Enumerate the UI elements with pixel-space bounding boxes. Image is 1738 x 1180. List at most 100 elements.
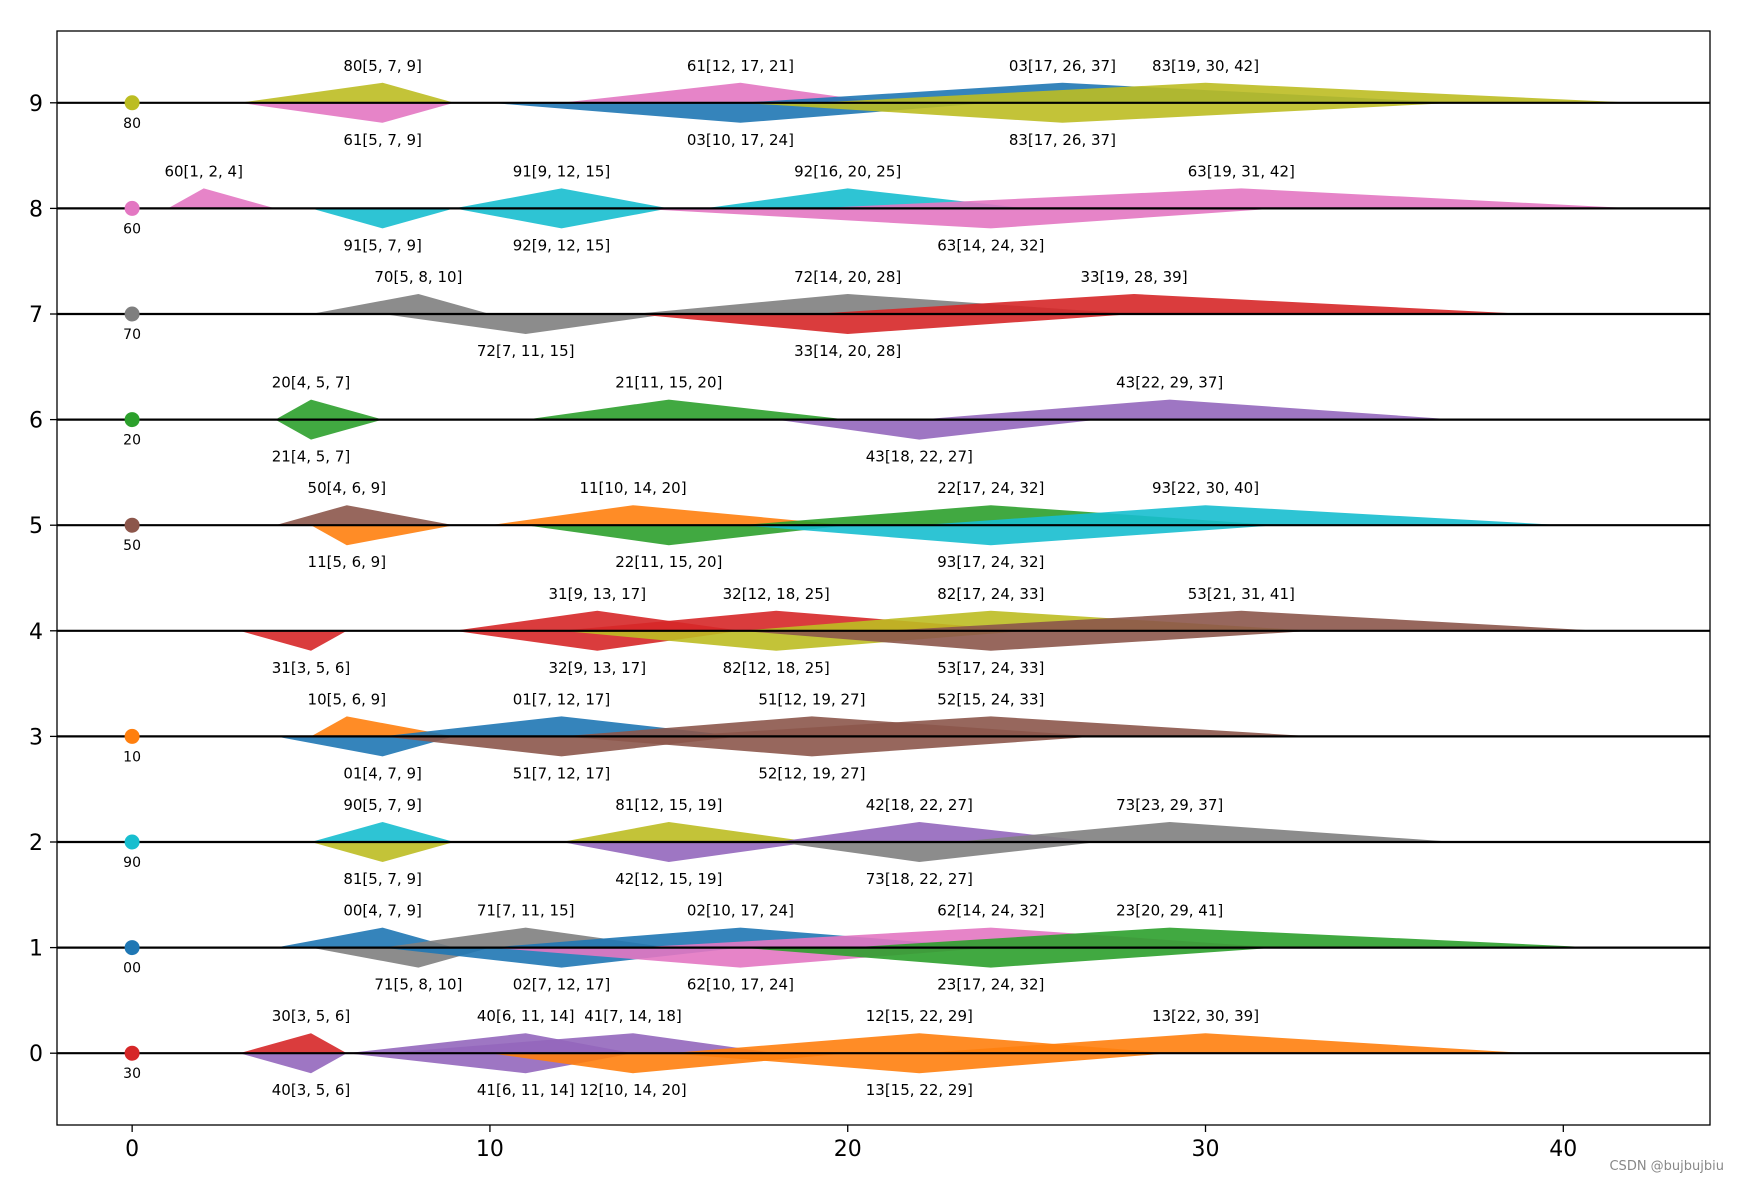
- triangle-93-22-30-40: [919, 505, 1564, 526]
- triangle-label: 21[4, 5, 7]: [272, 448, 351, 466]
- start-marker-50: [124, 517, 140, 533]
- triangle-70-5-8-10: [311, 294, 490, 314]
- start-marker-00: [124, 940, 140, 956]
- y-tick-label: 3: [29, 725, 43, 750]
- y-tick-label: 1: [29, 937, 43, 962]
- triangle-label: 02[10, 17, 24]: [687, 902, 794, 920]
- triangle-label: 60[1, 2, 4]: [164, 162, 243, 180]
- start-marker-10: [124, 728, 140, 744]
- plot-frame: [56, 30, 1711, 1126]
- triangle-label: 12[10, 14, 20]: [579, 1081, 686, 1099]
- start-marker-20: [124, 412, 140, 428]
- triangle-41-7-14-18: [382, 1033, 777, 1054]
- triangle-label: 81[5, 7, 9]: [343, 870, 422, 888]
- triangle-33-14-20-28: [633, 314, 1134, 334]
- triangle-63-19-31-42: [811, 188, 1635, 209]
- triangle-label: 31[9, 13, 17]: [549, 585, 647, 603]
- triangle-label: 02[7, 12, 17]: [513, 976, 611, 994]
- y-tick-label: 8: [29, 197, 43, 222]
- triangle-21-4-5-7: [275, 419, 383, 440]
- triangle-label: 83[19, 30, 42]: [1152, 57, 1259, 75]
- triangle-label: 71[7, 11, 15]: [477, 902, 575, 920]
- triangle-22-11-15-20: [525, 525, 848, 546]
- triangle-label: 43[18, 22, 27]: [866, 448, 973, 466]
- triangle-53-21-31-41: [883, 610, 1600, 631]
- triangle-label: 82[12, 18, 25]: [723, 659, 830, 677]
- y-tick-label: 5: [29, 514, 43, 539]
- start-marker-30: [124, 1045, 140, 1061]
- x-tick-label: 20: [834, 1137, 862, 1162]
- triangle-23-20-29-41: [847, 927, 1600, 948]
- triangle-label: 72[7, 11, 15]: [477, 342, 575, 360]
- triangle-63-14-24-32: [633, 208, 1278, 229]
- start-label: 30: [123, 1066, 141, 1082]
- x-tick-label: 10: [476, 1137, 504, 1162]
- triangle-61-12-17-21: [561, 82, 884, 103]
- watermark: CSDN @bujbujbiu: [1609, 1159, 1724, 1174]
- triangle-label: 80[5, 7, 9]: [343, 57, 422, 75]
- triangle-label: 53[17, 24, 33]: [937, 659, 1044, 677]
- triangle-label: 13[15, 22, 29]: [866, 1081, 973, 1099]
- triangle-label: 23[20, 29, 41]: [1116, 902, 1223, 920]
- triangle-label: 70[5, 8, 10]: [374, 268, 462, 286]
- triangle-label: 41[6, 11, 14]: [477, 1081, 575, 1099]
- triangle-81-12-15-19: [561, 822, 812, 842]
- triangle-label: 91[5, 7, 9]: [343, 236, 422, 254]
- baseline-layer: [57, 101, 1710, 1055]
- triangle-label: 03[17, 26, 37]: [1009, 57, 1116, 75]
- start-marker-70: [124, 306, 140, 322]
- triangle-label: 51[12, 19, 27]: [758, 690, 865, 708]
- triangle-label: 01[7, 12, 17]: [513, 690, 611, 708]
- triangle-label: 30[3, 5, 6]: [272, 1007, 351, 1025]
- triangle-label: 61[12, 17, 21]: [687, 57, 794, 75]
- start-label: 80: [123, 116, 141, 132]
- triangle-label: 40[3, 5, 6]: [272, 1081, 351, 1099]
- triangle-40-3-5-6: [239, 1053, 347, 1074]
- triangle-81-5-7-9: [311, 842, 455, 862]
- triangle-label: 22[11, 15, 20]: [615, 553, 722, 571]
- triangle-60-1-2-4: [167, 188, 276, 209]
- triangle-42-12-15-19: [561, 842, 812, 862]
- y-tick-label: 9: [29, 92, 43, 117]
- triangle-43-22-29-37: [919, 399, 1456, 420]
- y-tick-label: 6: [29, 409, 43, 434]
- triangle-label: 63[14, 24, 32]: [937, 236, 1044, 254]
- start-label: 20: [123, 433, 141, 449]
- axis-tick-layer: 0 10 20 30 40 0 1 2 3 4 5 6 7 8 9: [29, 92, 1577, 1162]
- start-marker-layer: [124, 95, 140, 1061]
- triangle-label: 90[5, 7, 9]: [343, 796, 422, 814]
- triangle-00-4-7-9: [275, 927, 455, 948]
- start-label: 50: [123, 538, 141, 554]
- triangle-93-17-24-32: [740, 525, 1278, 546]
- triangle-label: 92[9, 12, 15]: [513, 236, 611, 254]
- triangle-label: 32[9, 13, 17]: [549, 659, 647, 677]
- triangle-label-layer: 80[5, 7, 9] 61[5, 7, 9] 61[12, 17, 21] 03[1…: [123, 57, 1295, 1099]
- triangle-label: 31[3, 5, 6]: [272, 659, 351, 677]
- triangle-label: 22[17, 24, 32]: [937, 479, 1044, 497]
- y-tick-label: 4: [29, 620, 43, 645]
- triangle-43-18-22-27: [776, 419, 1099, 440]
- triangle-label: 83[17, 26, 37]: [1009, 131, 1116, 149]
- triangle-label: 43[22, 29, 37]: [1116, 374, 1223, 392]
- triangle-33-19-28-39: [811, 294, 1528, 314]
- triangle-label: 51[7, 12, 17]: [513, 764, 611, 782]
- triangle-73-18-22-27: [776, 842, 1099, 862]
- triangle-label: 63[19, 31, 42]: [1188, 162, 1295, 180]
- triangle-label: 73[18, 22, 27]: [866, 870, 973, 888]
- triangle-label: 42[12, 15, 19]: [615, 870, 722, 888]
- triangle-30-3-5-6: [239, 1033, 347, 1054]
- triangle-13-22-30-39: [919, 1033, 1528, 1054]
- triangle-label: 11[10, 14, 20]: [579, 479, 686, 497]
- triangle-61-5-7-9: [239, 102, 455, 123]
- triangle-label: 03[10, 17, 24]: [687, 131, 794, 149]
- triangle-label: 41[7, 14, 18]: [584, 1007, 682, 1025]
- triangle-91-5-7-9: [311, 208, 455, 229]
- x-tick-label: 30: [1192, 1137, 1220, 1162]
- start-marker-60: [124, 200, 140, 216]
- triangle-label: 93[17, 24, 32]: [937, 553, 1044, 571]
- triangle-21-11-15-20: [525, 399, 848, 420]
- triangle-83-17-26-37: [740, 102, 1456, 123]
- triangle-label: 40[6, 11, 14]: [477, 1007, 575, 1025]
- triangle-11-10-14-20: [489, 505, 848, 526]
